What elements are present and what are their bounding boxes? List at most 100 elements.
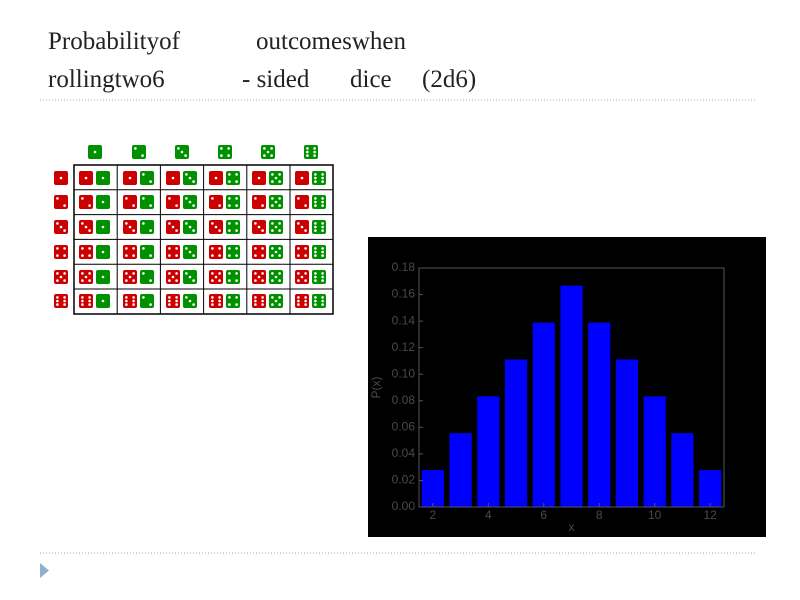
bar — [504, 359, 528, 507]
die — [140, 294, 154, 308]
pip — [175, 299, 178, 303]
pip — [278, 279, 281, 282]
pip — [297, 303, 300, 306]
die — [295, 245, 309, 259]
pip — [304, 299, 307, 303]
pip — [84, 275, 88, 279]
die — [140, 171, 154, 185]
pip — [274, 200, 278, 204]
pip — [132, 296, 135, 299]
pip — [321, 299, 324, 303]
pip — [185, 247, 188, 250]
pip — [271, 204, 274, 207]
die — [140, 245, 154, 259]
pip — [314, 176, 317, 180]
pip — [168, 279, 171, 282]
die — [252, 245, 266, 259]
pip — [149, 254, 152, 257]
pip — [271, 180, 274, 183]
pip — [278, 303, 281, 306]
pip — [297, 222, 300, 225]
pip — [306, 154, 309, 157]
pip — [274, 275, 278, 279]
pip — [88, 204, 91, 207]
pip — [261, 279, 264, 282]
pip — [192, 279, 195, 282]
pip — [278, 204, 281, 207]
slide-title: rollingtwo6 — [48, 66, 165, 93]
pip — [184, 154, 187, 157]
pip — [313, 147, 316, 150]
pip — [132, 229, 135, 232]
pip — [261, 204, 264, 207]
pip — [314, 197, 317, 200]
pip — [125, 197, 128, 200]
pip — [63, 247, 66, 250]
die — [54, 245, 68, 259]
pip — [218, 279, 221, 282]
pip — [192, 303, 195, 306]
pip — [235, 254, 238, 257]
pip — [235, 247, 238, 250]
pip — [261, 303, 264, 306]
pip — [321, 296, 324, 299]
pip — [175, 229, 178, 232]
pip — [171, 275, 175, 279]
pip — [278, 229, 281, 232]
pip — [228, 222, 231, 225]
pip — [132, 303, 135, 306]
pip — [228, 204, 231, 207]
pip — [321, 225, 324, 229]
pip — [218, 229, 221, 232]
pip — [142, 173, 145, 176]
pip — [88, 299, 91, 303]
pip — [254, 222, 257, 225]
pip — [88, 303, 91, 306]
die — [252, 195, 266, 209]
pip — [175, 272, 178, 275]
die — [54, 195, 68, 209]
pip — [63, 303, 66, 306]
pip — [254, 247, 257, 250]
pip — [142, 272, 145, 275]
pip — [141, 154, 144, 157]
pip — [313, 154, 316, 157]
pip — [59, 225, 63, 229]
pip — [56, 247, 59, 250]
pip — [297, 254, 300, 257]
pip — [88, 254, 91, 257]
pip — [321, 197, 324, 200]
bar — [477, 396, 500, 507]
pip — [63, 279, 66, 282]
pip — [177, 147, 180, 150]
bar — [421, 470, 444, 507]
y-axis-label: P(x) — [369, 377, 383, 399]
slide-title: - sided — [242, 66, 310, 93]
pip — [261, 272, 264, 275]
pip — [56, 296, 59, 299]
pip — [235, 204, 238, 207]
pip — [254, 279, 257, 282]
pip — [278, 296, 281, 299]
pip — [314, 275, 317, 279]
pip — [101, 225, 105, 229]
pip — [235, 272, 238, 275]
pip — [142, 247, 145, 250]
pip — [142, 222, 145, 225]
pip — [168, 303, 171, 306]
die — [209, 195, 223, 209]
die — [54, 294, 68, 308]
pip — [142, 296, 145, 299]
pip — [314, 247, 317, 250]
pip — [304, 279, 307, 282]
pip — [211, 296, 214, 299]
pip — [297, 279, 300, 282]
pip — [125, 279, 128, 282]
pip — [211, 299, 214, 303]
pip — [56, 303, 59, 306]
pip — [192, 254, 195, 257]
pip — [185, 173, 188, 176]
die — [123, 245, 137, 259]
pip — [321, 272, 324, 275]
pip — [211, 247, 214, 250]
